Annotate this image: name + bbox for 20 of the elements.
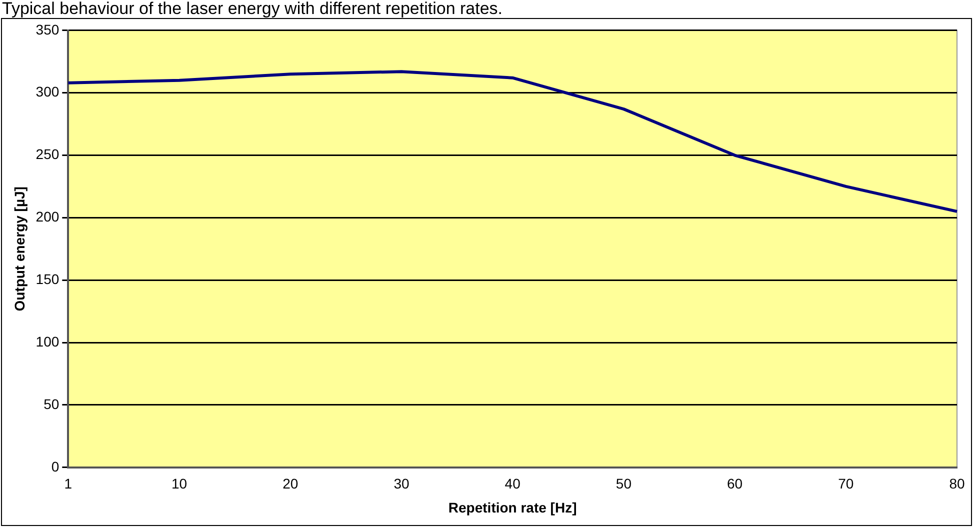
chart-title: Typical behaviour of the laser energy with different repetition rates. <box>1 0 504 18</box>
y-tick-label: 200 <box>36 208 60 225</box>
y-tick-label: 0 <box>51 458 60 474</box>
y-tick-label: 100 <box>36 333 60 350</box>
y-axis-title: Output energy [µJ] <box>11 186 28 312</box>
x-tick-label: 30 <box>394 476 410 492</box>
y-tick-label: 50 <box>44 396 60 412</box>
y-tick-label: 150 <box>36 270 60 287</box>
x-tick-label: 50 <box>616 476 632 492</box>
x-axis-title: Repetition rate [Hz] <box>448 499 577 516</box>
x-tick-label: 1 <box>64 476 72 492</box>
y-tick-label: 350 <box>36 21 60 38</box>
y-tick-label: 300 <box>36 84 60 100</box>
x-tick-label: 70 <box>838 476 854 492</box>
x-tick-label: 40 <box>504 476 521 492</box>
x-tick-label: 10 <box>171 476 188 492</box>
x-tick-label: 20 <box>282 476 298 492</box>
y-tick-label: 250 <box>36 146 60 162</box>
x-tick-label: 60 <box>727 476 743 492</box>
x-tick-label: 80 <box>949 476 965 492</box>
